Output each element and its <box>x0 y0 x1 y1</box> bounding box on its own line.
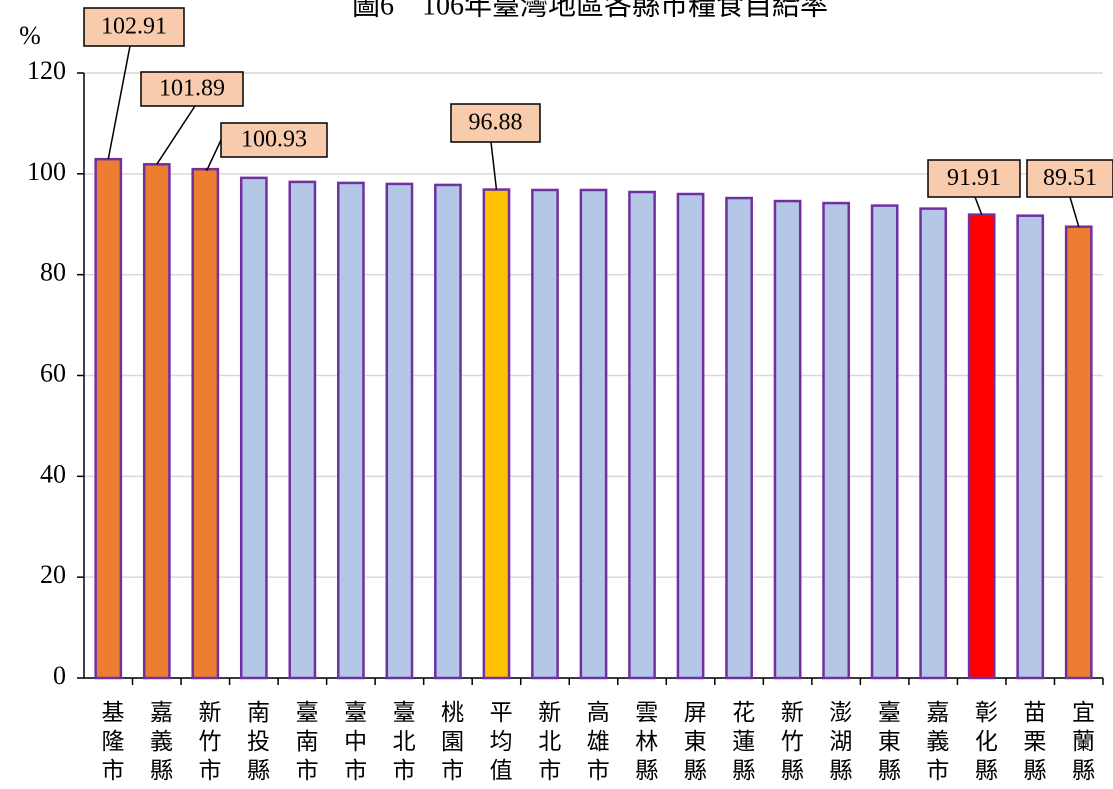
bar <box>579 188 608 680</box>
x-tick-label: 彰化縣 <box>971 700 998 787</box>
bar <box>919 207 948 680</box>
x-tick-label: 臺東縣 <box>874 700 901 787</box>
bar <box>725 196 753 680</box>
value-label-box <box>140 71 244 107</box>
x-tick-label: 屏東縣 <box>680 700 707 787</box>
x-tick-label: 平均值 <box>486 700 513 787</box>
x-tick-label: 基隆市 <box>98 700 125 787</box>
y-tick-label: 100 <box>27 157 66 186</box>
y-tick-label: 120 <box>27 56 66 85</box>
x-tick-label: 苗栗縣 <box>1020 700 1047 787</box>
value-label-box <box>450 103 541 143</box>
chart-title: 圖6 106年臺灣地區各縣市糧食自給率 <box>352 0 828 21</box>
x-tick-label: 澎湖縣 <box>826 700 853 787</box>
leader-line <box>974 196 983 215</box>
value-label: 100.93 <box>241 127 307 153</box>
leader-line <box>107 45 131 160</box>
x-tick-label: 嘉義縣 <box>147 700 174 787</box>
x-tick-label: 宜蘭縣 <box>1068 700 1095 787</box>
x-tick-label: 新竹市 <box>195 700 222 787</box>
bar <box>191 167 220 680</box>
x-tick-label: 南投縣 <box>244 700 270 787</box>
bar <box>385 182 414 680</box>
value-label: 91.91 <box>947 165 1001 191</box>
leader-line <box>490 141 498 190</box>
value-label-box <box>1026 159 1113 198</box>
bar <box>628 190 656 680</box>
bar <box>142 163 171 680</box>
y-axis-label: % <box>19 21 41 50</box>
value-label-box <box>927 159 1021 198</box>
leader-line <box>156 105 196 165</box>
x-tick-label: 臺南市 <box>292 700 318 787</box>
x-tick-label: 新北市 <box>535 700 562 787</box>
bar <box>773 199 802 680</box>
bar <box>1064 225 1093 680</box>
x-tick-label: 嘉義市 <box>923 700 950 787</box>
x-tick-label: 花蓮縣 <box>729 700 756 787</box>
x-tick-label: 臺中市 <box>341 700 367 787</box>
value-label-box <box>220 122 328 158</box>
y-tick-label: 40 <box>40 459 66 488</box>
bar <box>676 192 705 680</box>
bar <box>967 213 996 680</box>
value-label: 101.89 <box>159 76 225 102</box>
y-tick-label: 80 <box>40 258 66 287</box>
bar <box>434 183 462 680</box>
value-label-box <box>83 7 185 47</box>
x-tick-label: 臺北市 <box>389 700 416 787</box>
bar <box>239 176 268 680</box>
bar <box>337 181 365 680</box>
x-tick-label: 高雄市 <box>583 700 610 787</box>
value-label: 102.91 <box>101 14 167 40</box>
x-tick-label: 雲林縣 <box>632 700 659 787</box>
y-tick-label: 0 <box>53 661 66 690</box>
y-tick-label: 60 <box>40 358 66 387</box>
bar <box>870 204 899 680</box>
value-label: 96.88 <box>469 110 523 136</box>
bar <box>288 180 317 680</box>
bar <box>531 188 559 680</box>
bar <box>822 201 850 680</box>
leader-line <box>1069 196 1080 227</box>
y-tick-label: 20 <box>40 560 66 589</box>
value-label: 89.51 <box>1043 165 1097 191</box>
bar <box>1016 214 1045 680</box>
leader-line <box>204 139 222 172</box>
bar <box>482 188 511 680</box>
x-tick-label: 桃園市 <box>438 700 465 787</box>
bar <box>94 157 123 680</box>
x-tick-label: 新竹縣 <box>777 700 804 787</box>
